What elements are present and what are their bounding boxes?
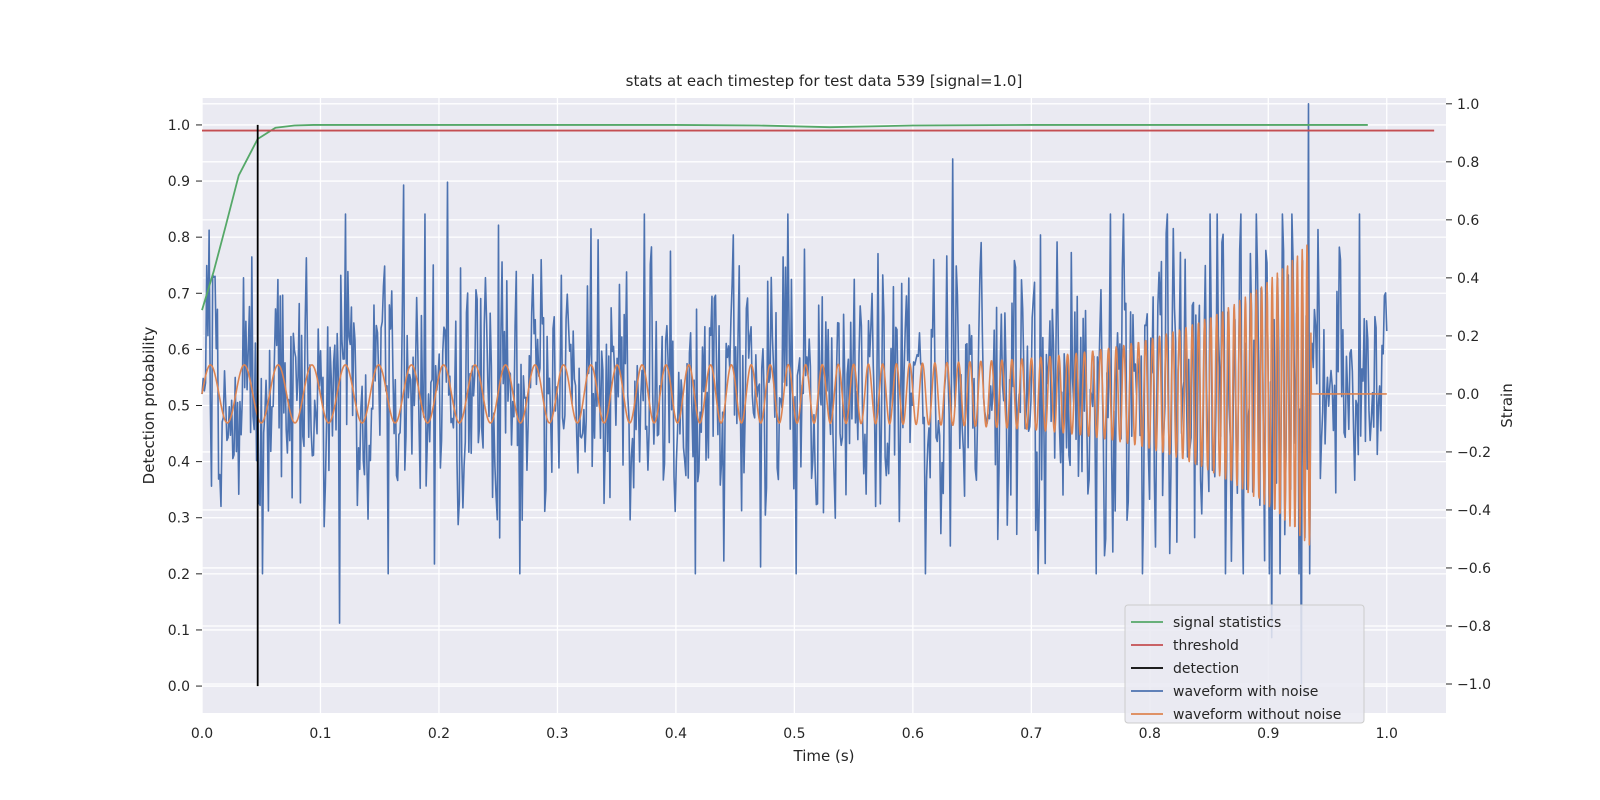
- x-tick-label: 0.0: [191, 726, 213, 742]
- y2-tick-label: 0.2: [1457, 329, 1479, 345]
- x-tick-label: 0.1: [309, 726, 331, 742]
- y-tick-label: 1.0: [168, 118, 190, 134]
- y2-tick-label: 0.6: [1457, 213, 1479, 229]
- y-tick-label: 0.8: [168, 230, 190, 246]
- x-axis-ticks: 0.0 0.1 0.2 0.3 0.4 0.5 0.6 0.7 0.8 0.9 1.0: [191, 726, 1398, 742]
- y-axis-ticks: 0.0 0.1 0.2 0.3 0.4 0.5 0.6 0.7 0.8 0.9 1.0: [168, 118, 202, 695]
- x-tick-label: 0.9: [1257, 726, 1279, 742]
- legend-label: waveform without noise: [1173, 707, 1341, 723]
- chart-title: stats at each timestep for test data 539…: [626, 72, 1023, 90]
- series-layer: [201, 103, 1435, 687]
- y2-tick-label: −1.0: [1457, 677, 1491, 693]
- x-tick-label: 0.7: [1020, 726, 1042, 742]
- y2-tick-label: −0.2: [1457, 445, 1491, 461]
- x-tick-label: 0.3: [546, 726, 568, 742]
- y-tick-label: 0.1: [168, 623, 190, 639]
- y-tick-label: 0.2: [168, 567, 190, 583]
- y2-axis-label: Strain: [1498, 383, 1516, 427]
- y-tick-label: 0.0: [168, 679, 190, 695]
- y2-tick-label: 0.8: [1457, 155, 1479, 171]
- x-tick-label: 1.0: [1376, 726, 1398, 742]
- legend-label: threshold: [1173, 638, 1239, 654]
- legend-box: [1124, 604, 1365, 724]
- y-tick-label: 0.5: [168, 399, 190, 415]
- y-tick-label: 0.3: [168, 511, 190, 527]
- x-tick-label: 0.6: [902, 726, 924, 742]
- x-tick-label: 0.2: [428, 726, 450, 742]
- legend-label: detection: [1173, 661, 1239, 677]
- y2-tick-label: 1.0: [1457, 97, 1479, 113]
- y-axis-label: Detection probability: [140, 327, 158, 485]
- y2-axis-ticks: −1.0 −0.8 −0.6 −0.4 −0.2 0.0 0.2 0.4 0.6 0.8 1.0: [1446, 97, 1491, 693]
- series-signal-statistics: [201, 124, 1368, 311]
- legend: signal statistics threshold detection wavef…: [1124, 604, 1365, 724]
- legend-label: signal statistics: [1173, 615, 1281, 631]
- y-tick-label: 0.4: [168, 455, 190, 471]
- y2-tick-label: 0.4: [1457, 271, 1479, 287]
- y2-tick-label: −0.4: [1457, 503, 1491, 519]
- x-axis-label: Time (s): [793, 747, 855, 765]
- y2-tick-label: −0.8: [1457, 619, 1491, 635]
- x-tick-label: 0.4: [665, 726, 687, 742]
- y-tick-label: 0.9: [168, 174, 190, 190]
- y-tick-label: 0.6: [168, 342, 190, 358]
- y2-tick-label: −0.6: [1457, 561, 1491, 577]
- series-waveform-without-noise: [201, 244, 1388, 546]
- x-tick-label: 0.8: [1139, 726, 1161, 742]
- legend-label: waveform with noise: [1173, 684, 1318, 700]
- y2-tick-label: 0.0: [1457, 387, 1479, 403]
- x-tick-label: 0.5: [783, 726, 805, 742]
- y-tick-label: 0.7: [168, 286, 190, 302]
- series-waveform-with-noise: [201, 103, 1388, 685]
